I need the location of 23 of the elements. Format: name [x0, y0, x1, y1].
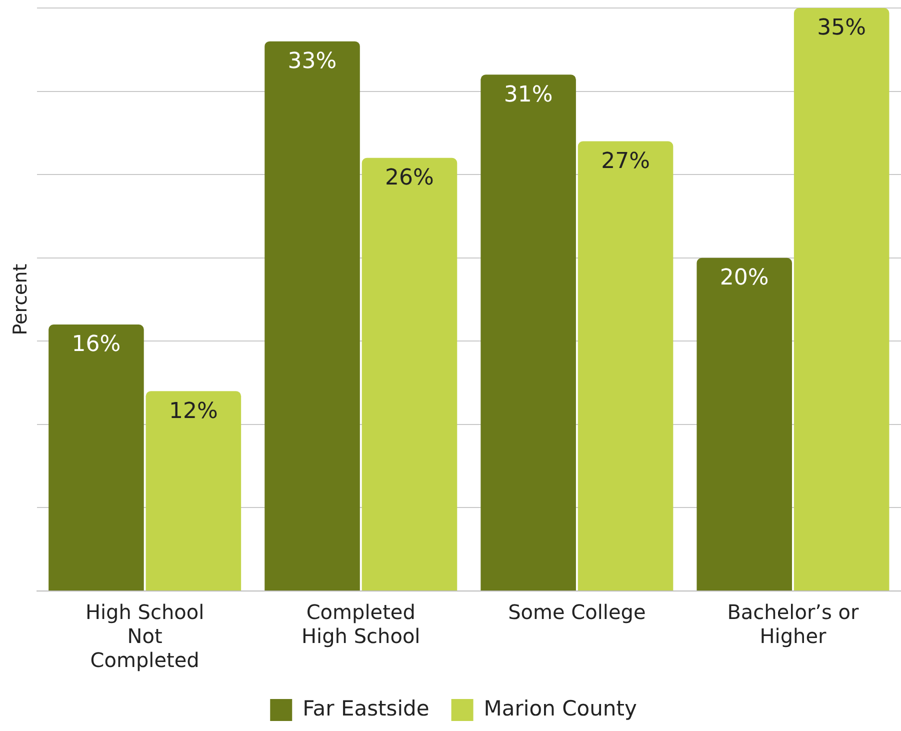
bar	[146, 391, 242, 590]
x-tick-label: Completed High School	[302, 600, 420, 648]
data-label: 33%	[288, 49, 337, 74]
bar	[480, 74, 576, 590]
x-tick-label: Bachelor’s or Higher	[727, 600, 860, 648]
data-label: 20%	[720, 266, 769, 291]
legend-label: Far Eastside	[302, 696, 430, 720]
bar	[362, 158, 458, 590]
y-axis-title: Percent	[9, 264, 32, 336]
bar	[794, 8, 890, 590]
data-label: 16%	[72, 332, 121, 358]
bar	[264, 41, 360, 590]
x-tick-label: Some College	[508, 600, 646, 624]
data-label: 27%	[601, 148, 650, 174]
data-label: 31%	[504, 82, 553, 108]
data-label: 35%	[817, 16, 866, 41]
data-label: 12%	[168, 398, 218, 424]
legend-label: Marion County	[484, 696, 637, 720]
bar	[48, 324, 144, 590]
x-tick-label: High School Not Completed	[85, 600, 204, 672]
bar	[696, 258, 792, 590]
data-label: 26%	[385, 166, 434, 191]
bar	[578, 141, 674, 590]
